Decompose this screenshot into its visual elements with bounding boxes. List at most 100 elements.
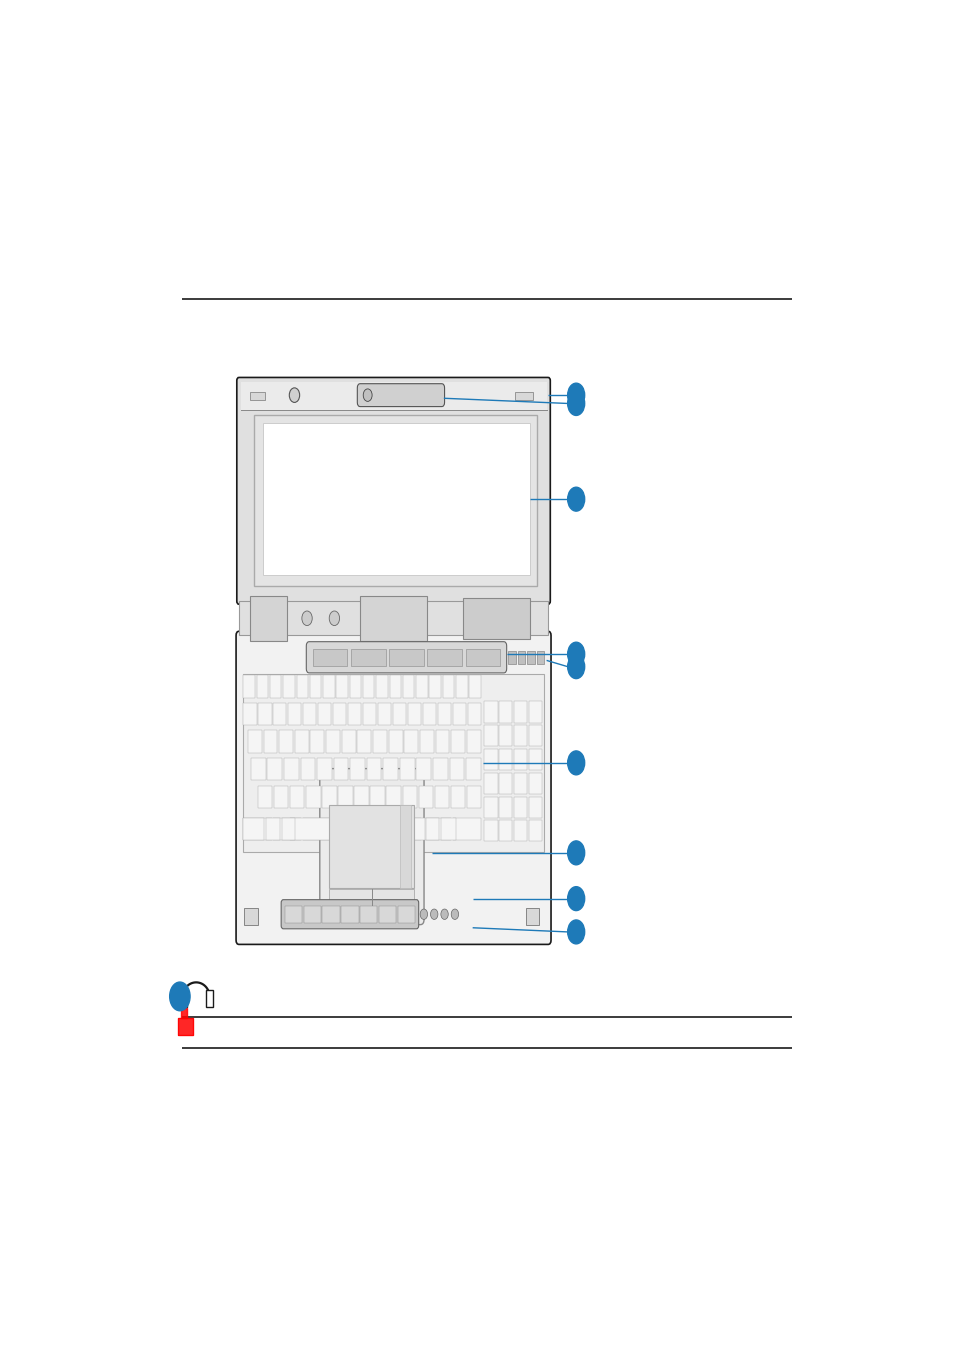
Bar: [449, 758, 464, 781]
Bar: [283, 676, 294, 697]
Bar: [333, 703, 346, 725]
Bar: [288, 703, 301, 725]
Bar: [370, 785, 384, 808]
Bar: [303, 907, 320, 923]
Bar: [341, 731, 355, 753]
Bar: [290, 785, 304, 808]
Bar: [429, 676, 440, 697]
Bar: [408, 703, 420, 725]
Bar: [323, 676, 335, 697]
Bar: [243, 817, 264, 840]
Bar: [529, 820, 541, 842]
Bar: [456, 676, 467, 697]
Bar: [351, 648, 385, 666]
Bar: [310, 731, 324, 753]
Bar: [279, 731, 293, 753]
Bar: [484, 820, 497, 842]
Bar: [450, 785, 464, 808]
Bar: [334, 758, 348, 781]
Circle shape: [440, 909, 448, 920]
Bar: [514, 820, 527, 842]
Bar: [442, 676, 454, 697]
Bar: [514, 748, 527, 770]
Bar: [240, 381, 546, 409]
Bar: [426, 817, 439, 840]
Bar: [433, 758, 447, 781]
Bar: [303, 703, 316, 725]
Bar: [357, 731, 371, 753]
Bar: [437, 703, 451, 725]
Bar: [336, 676, 348, 697]
Bar: [498, 701, 512, 723]
Bar: [404, 731, 417, 753]
Bar: [366, 758, 381, 781]
Circle shape: [567, 642, 584, 666]
Circle shape: [363, 389, 372, 401]
Circle shape: [289, 388, 299, 403]
Bar: [451, 731, 465, 753]
Bar: [329, 805, 414, 888]
Circle shape: [567, 392, 584, 415]
Bar: [363, 703, 375, 725]
Bar: [466, 758, 480, 781]
Bar: [274, 785, 288, 808]
Bar: [435, 785, 448, 808]
Bar: [258, 703, 272, 725]
Bar: [350, 758, 364, 781]
Bar: [253, 415, 537, 585]
Bar: [462, 598, 529, 639]
Bar: [529, 725, 541, 746]
Bar: [375, 676, 387, 697]
Bar: [316, 758, 332, 781]
Bar: [529, 773, 541, 794]
Bar: [402, 785, 416, 808]
Bar: [179, 990, 187, 1006]
Bar: [484, 773, 497, 794]
Circle shape: [567, 655, 584, 678]
Bar: [338, 785, 353, 808]
Bar: [251, 758, 265, 781]
Bar: [422, 703, 436, 725]
Bar: [422, 817, 451, 840]
FancyBboxPatch shape: [281, 900, 418, 928]
Bar: [267, 758, 282, 781]
Bar: [310, 676, 321, 697]
Bar: [389, 676, 400, 697]
Bar: [360, 596, 426, 640]
Bar: [274, 703, 286, 725]
Bar: [525, 908, 538, 924]
Bar: [453, 703, 465, 725]
Bar: [388, 731, 402, 753]
Bar: [326, 731, 339, 753]
Bar: [359, 907, 377, 923]
FancyBboxPatch shape: [236, 377, 550, 604]
Bar: [537, 651, 544, 663]
Bar: [484, 701, 497, 723]
Polygon shape: [181, 1008, 187, 1019]
Bar: [467, 731, 480, 753]
Bar: [436, 731, 449, 753]
Bar: [514, 701, 527, 723]
Bar: [296, 676, 308, 697]
Bar: [341, 907, 358, 923]
Bar: [465, 648, 499, 666]
Circle shape: [430, 909, 437, 920]
Bar: [498, 748, 512, 770]
Bar: [416, 758, 431, 781]
Bar: [498, 773, 512, 794]
Bar: [508, 651, 515, 663]
Bar: [397, 907, 415, 923]
Bar: [453, 817, 480, 840]
Bar: [300, 758, 314, 781]
Bar: [313, 648, 347, 666]
Bar: [467, 703, 480, 725]
Bar: [529, 797, 541, 817]
Bar: [243, 674, 543, 852]
Bar: [406, 817, 424, 840]
Bar: [333, 817, 361, 840]
Circle shape: [301, 611, 312, 626]
Bar: [306, 785, 320, 808]
Bar: [256, 676, 268, 697]
Bar: [243, 703, 256, 725]
Bar: [243, 817, 272, 840]
